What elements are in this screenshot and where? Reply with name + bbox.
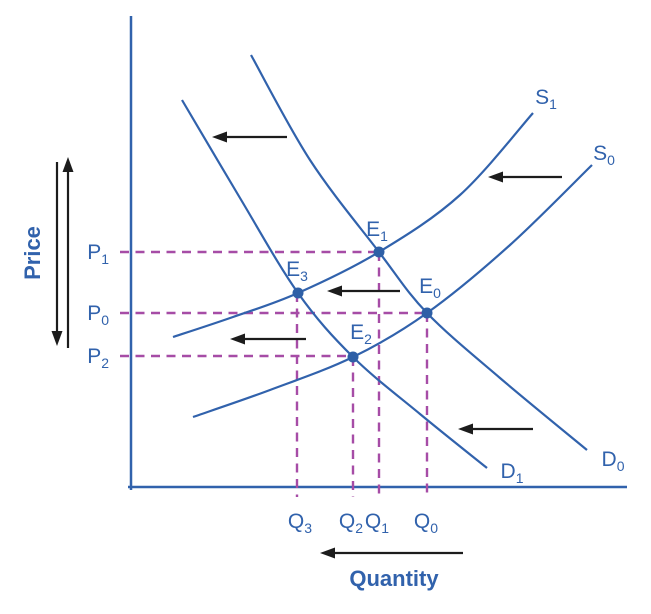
shift-arrow-supply-shift (488, 171, 562, 183)
point-label-E3-base: E (286, 258, 300, 281)
price-direction-arrow-up (62, 157, 74, 348)
quantity-direction-arrow-head (320, 547, 335, 559)
curve-label-D0-base: D (602, 448, 617, 471)
price-label-P0: P0 (87, 302, 109, 328)
price-direction-arrow-down-head (51, 331, 63, 346)
curve-label-S1-base: S (535, 86, 549, 109)
point-label-E3: E3 (286, 258, 308, 284)
price-label-P2-sub: 2 (101, 355, 109, 371)
curve-D1 (181, 99, 488, 469)
quantity-label-Q0: Q0 (414, 510, 438, 536)
shift-arrow-demand-shift-bottom (458, 423, 533, 435)
curve-label-S0-sub: 0 (607, 152, 615, 168)
quantity-direction-arrow (320, 547, 463, 559)
quantity-label-Q1: Q1 (365, 510, 389, 536)
point-label-E1-base: E (366, 218, 380, 241)
price-label-P1: P1 (87, 241, 109, 267)
price-label-P1-base: P (87, 241, 101, 264)
quantity-label-Q2-base: Q (339, 510, 355, 533)
point-label-E1-sub: 1 (380, 228, 388, 244)
shift-arrow-demand-shift-top (212, 131, 287, 143)
point-label-E2-base: E (350, 321, 364, 344)
price-direction-arrow-down (51, 162, 63, 346)
point-label-E2: E2 (350, 321, 372, 347)
price-label-P2: P2 (87, 345, 109, 371)
price-label-P0-sub: 0 (101, 312, 109, 328)
point-label-E2-sub: 2 (364, 331, 372, 347)
quantity-label-Q1-base: Q (365, 510, 381, 533)
price-direction-arrow-up-head (62, 157, 74, 172)
curve-D0 (250, 54, 588, 451)
point-label-E0: E0 (419, 275, 441, 301)
price-label-P2-base: P (87, 345, 101, 368)
point-E1 (373, 246, 385, 258)
curve-label-S0: S0 (593, 142, 615, 168)
curve-label-S1: S1 (535, 86, 557, 112)
price-label-P1-sub: 1 (101, 251, 109, 267)
quantity-label-Q3-sub: 3 (304, 520, 312, 536)
shift-arrow-shift-mid-upper (327, 285, 400, 297)
quantity-label-Q3-base: Q (288, 510, 304, 533)
point-E3 (292, 287, 304, 299)
x-axis-title: Quantity (349, 566, 439, 591)
point-label-E1: E1 (366, 218, 388, 244)
quantity-label-Q3: Q3 (288, 510, 312, 536)
shift-arrow-demand-shift-bottom-head (458, 423, 473, 435)
point-label-E0-base: E (419, 275, 433, 298)
curve-S1 (172, 112, 534, 339)
point-label-E3-sub: 3 (300, 268, 308, 284)
curve-label-D1-base: D (501, 460, 516, 483)
quantity-label-Q2-sub: 2 (355, 520, 363, 536)
quantity-label-Q1-sub: 1 (381, 520, 389, 536)
point-E2 (347, 351, 359, 363)
shift-arrow-supply-shift-head (488, 171, 503, 183)
curve-label-D1-sub: 1 (516, 470, 524, 486)
curve-label-S1-sub: 1 (549, 96, 557, 112)
curve-label-D0-sub: 0 (617, 458, 625, 474)
point-label-E0-sub: 0 (433, 285, 441, 301)
shift-arrow-shift-mid-lower-head (230, 333, 245, 345)
curve-S0 (192, 164, 593, 419)
shift-arrow-shift-mid-lower (230, 333, 306, 345)
shift-arrow-demand-shift-top-head (212, 131, 227, 143)
curve-label-S0-base: S (593, 142, 607, 165)
point-E0 (421, 307, 433, 319)
curve-label-D1: D1 (501, 460, 524, 486)
y-axis-title: Price (20, 226, 45, 280)
price-label-P0-base: P (87, 302, 101, 325)
quantity-label-Q0-sub: 0 (430, 520, 438, 536)
quantity-label-Q2: Q2 (339, 510, 363, 536)
quantity-label-Q0-base: Q (414, 510, 430, 533)
shift-arrow-shift-mid-upper-head (327, 285, 342, 297)
curve-label-D0: D0 (602, 448, 625, 474)
